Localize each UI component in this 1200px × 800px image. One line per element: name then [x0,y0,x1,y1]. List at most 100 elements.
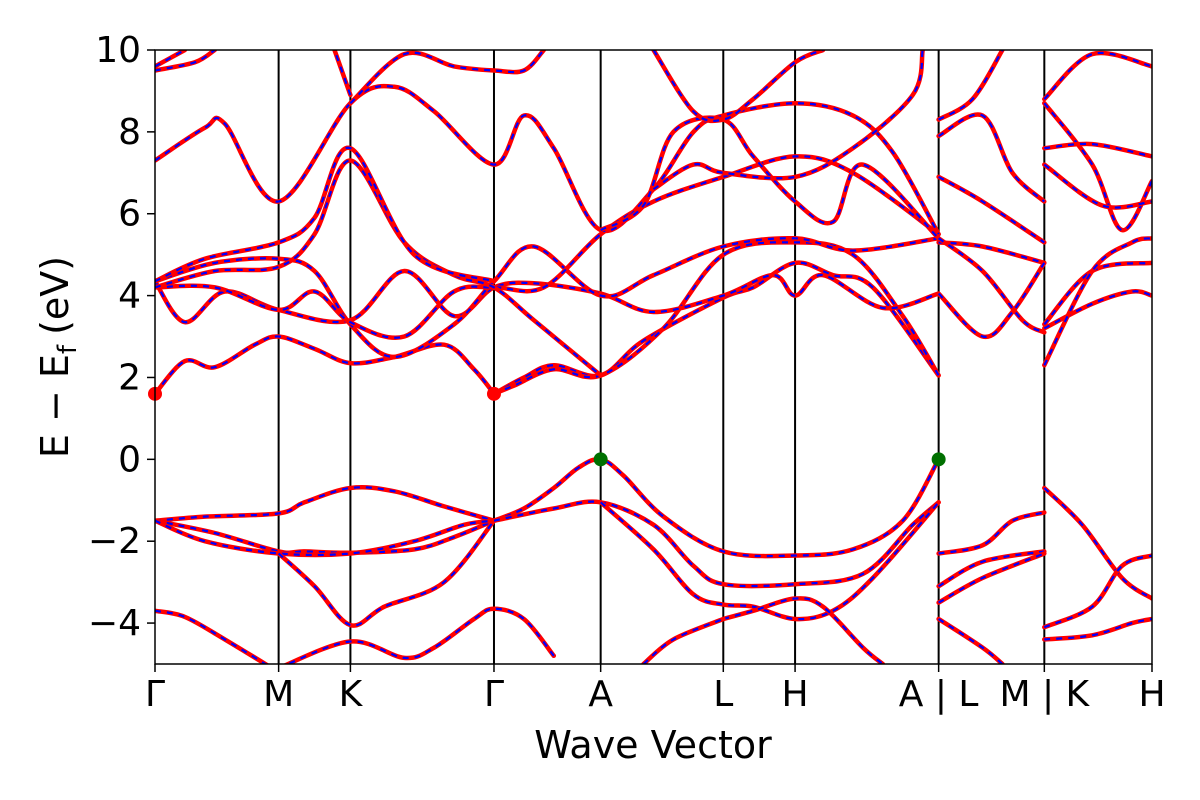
band-line-blue-dashed [493,500,940,588]
vbm-marker [931,452,946,467]
band-line-blue-dashed [1043,51,1152,100]
high-symmetry-lines [277,50,1046,664]
y-tick-label: 10 [95,30,141,71]
x-axis-ticks: Γ M K Γ A L H A | L M | K H [145,664,1166,715]
band-line-blue-dashed [155,85,940,235]
band-line-blue-dashed [277,520,495,627]
band-line-blue-dashed [652,50,824,123]
band-line-red [641,616,726,664]
y-axis-label: E − Ef (eV) [33,256,83,458]
band-line-blue-dashed [285,607,555,664]
y-tick-label: 4 [118,276,141,317]
x-tick-label: Γ [484,674,504,715]
band-line-red [155,235,941,360]
band-line-blue-dashed [1043,487,1152,600]
band-line-blue-dashed [1043,290,1152,330]
band-line-blue-dashed [1043,554,1152,629]
band-line-blue-dashed [493,261,940,395]
x-tick-label: H [782,674,809,715]
band-line-blue-dashed [155,147,495,283]
band-line-red [491,240,941,397]
band-line-blue-dashed [1044,142,1152,158]
x-tick-label: L [713,674,733,715]
band-line-blue-dashed [642,617,724,664]
y-tick-label: 0 [118,439,141,480]
y-tick-label: −4 [88,603,141,644]
band-line-red [1042,616,1152,642]
band-line-red [348,50,547,106]
y-tick-label: 8 [118,112,141,153]
band-line-blue-dashed [723,597,884,664]
x-axis-label: Wave Vector [534,723,772,767]
band-line-red [721,596,886,664]
y-tick-label: 2 [118,357,141,398]
band-line-blue-dashed [155,237,939,359]
x-tick-label: Γ [145,674,165,715]
band-line-blue-dashed [938,552,1045,604]
x-tick-label: A [588,674,613,715]
band-line-red [155,518,497,555]
band-line-blue-dashed [599,501,940,621]
extremum-markers [148,386,946,467]
band-line-blue-dashed [938,618,1004,664]
band-line-red [936,50,1005,122]
band-line-red [651,50,925,192]
y-axis-label-subscript: f [53,344,83,354]
band-line-red [936,510,1047,556]
band-line-blue-dashed [1043,163,1152,209]
band-line-blue-dashed [600,116,940,240]
band-line-blue-dashed [938,113,1046,203]
band-line-blue-dashed [155,159,602,377]
band-line-blue-dashed [349,50,545,105]
y-axis-label-unit: (eV) [33,256,77,335]
band-line-blue-dashed [155,50,186,68]
band-line-red [1042,162,1152,210]
band-line-red [1042,288,1152,331]
band-line-blue-dashed [333,50,352,96]
band-line-red [1042,260,1152,327]
vbm-marker [593,452,608,467]
band-line-blue-dashed [937,262,1046,338]
band-line-blue-dashed [1043,237,1152,366]
band-line-blue-dashed [938,50,1004,121]
band-line-blue-dashed [1043,102,1152,232]
band-line-blue-dashed [938,511,1045,555]
band-line-blue-dashed [155,335,495,395]
band-line-blue-dashed [155,269,939,324]
band-line-red [936,549,1047,589]
band-lines [155,50,1152,664]
plot-frame [154,49,1153,665]
y-tick-label: −2 [88,521,141,562]
y-axis-label-group: E − Ef (eV) [33,256,83,458]
band-line-red [491,456,941,559]
band-line-blue-dashed [155,519,495,554]
band-line-blue-dashed [155,486,495,522]
band-line-red [155,608,270,664]
band-line-blue-dashed [938,550,1045,588]
band-line-red [155,154,941,340]
band-line-red [155,334,497,397]
x-tick-label: M [263,674,294,715]
band-line-red [491,260,941,397]
band-line-blue-dashed [937,237,1045,334]
x-tick-label: M | K [999,674,1090,715]
band-line-red [936,616,1005,664]
band-line-blue-dashed [155,519,495,557]
band-line-blue-dashed [938,175,1045,244]
band-line-red [282,606,557,664]
band-line-red [1042,485,1152,601]
band-line-red [155,268,941,325]
x-tick-label: A | L [899,674,979,715]
band-line-blue-dashed [155,155,940,339]
y-axis-label-main: E − E [33,354,77,458]
y-axis-ticks: −4 −2 0 2 4 6 8 10 [88,30,155,644]
band-line-blue-dashed [155,609,268,664]
band-line-blue-dashed [1043,261,1152,326]
band-line-red [155,518,497,558]
x-tick-label: K [339,674,364,715]
band-line-blue-dashed [155,50,216,72]
cbm-marker [486,386,501,401]
band-line-red [936,240,1047,266]
y-tick-label: 6 [118,194,141,235]
